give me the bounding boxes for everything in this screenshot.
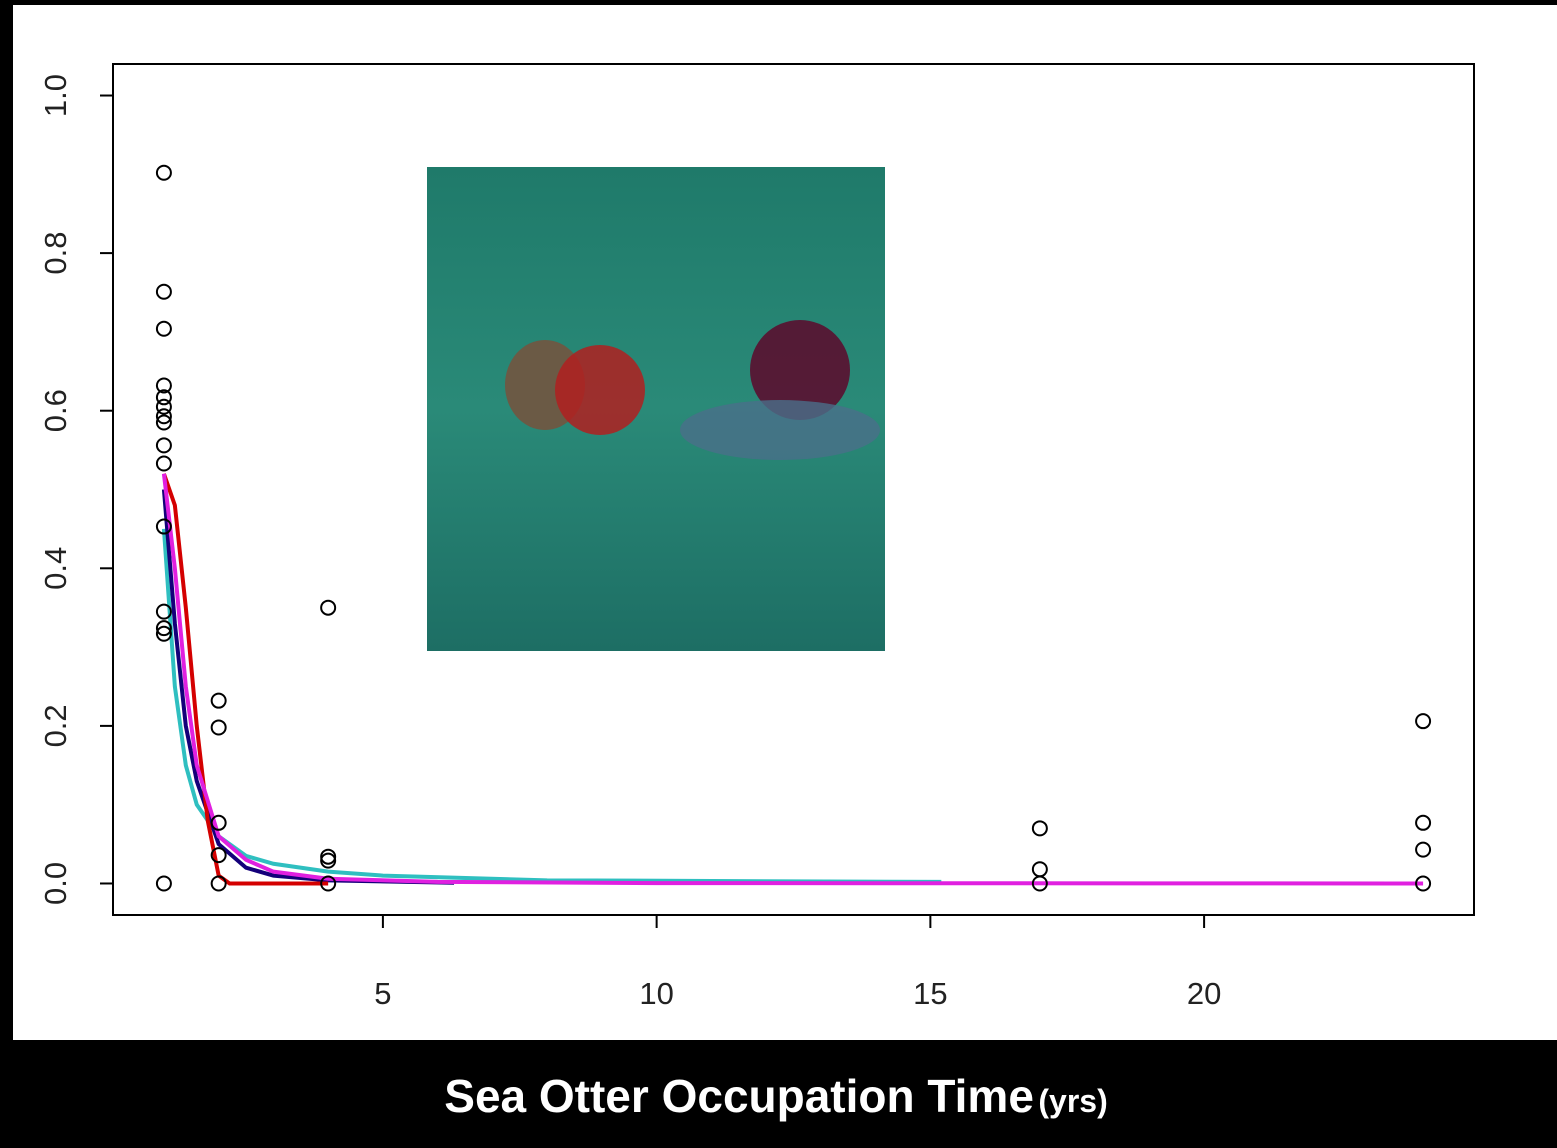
data-point: [210, 847, 227, 864]
data-point: [1031, 875, 1048, 892]
data-point: [1415, 713, 1432, 730]
data-point: [155, 398, 172, 415]
photo-otter-body: [680, 400, 880, 460]
data-point: [155, 320, 172, 337]
photo-urchin: [555, 345, 645, 435]
data-point: [155, 620, 172, 637]
data-point: [155, 625, 172, 642]
data-point: [155, 389, 172, 406]
y-tick-label: 0.0: [38, 862, 73, 905]
x-axis-title: Sea Otter Occupation Time (yrs): [444, 1070, 1107, 1122]
data-point: [210, 814, 227, 831]
data-point: [320, 848, 337, 865]
x-tick-label: 20: [1187, 976, 1221, 1011]
data-point: [155, 603, 172, 620]
y-tick-label: 0.2: [38, 704, 73, 747]
data-point: [155, 283, 172, 300]
data-point: [155, 377, 172, 394]
fit-line: [161, 489, 455, 885]
data-point: [320, 875, 337, 892]
data-point: [155, 408, 172, 425]
y-tick-label: 0.4: [38, 547, 73, 590]
data-point: [320, 599, 337, 616]
data-point: [210, 719, 227, 736]
data-point: [155, 414, 172, 431]
fit-line: [161, 528, 942, 884]
data-point: [320, 852, 337, 869]
data-point: [155, 875, 172, 892]
x-tick-label: 5: [374, 976, 391, 1011]
y-tick-label: 1.0: [38, 74, 73, 117]
data-point: [155, 437, 172, 454]
data-point: [210, 692, 227, 709]
fit-line: [161, 473, 1424, 886]
data-point: [1415, 841, 1432, 858]
x-label: Sea Otter Occupation Time: [444, 1070, 1034, 1122]
fit-line: [162, 473, 329, 886]
x-tick-label: 15: [913, 976, 947, 1011]
data-point: [155, 164, 172, 181]
data-point: [1415, 875, 1432, 892]
photo-urchin: [750, 320, 850, 420]
x-label-unit: (yrs): [1038, 1083, 1107, 1119]
data-point: [155, 455, 172, 472]
data-point: [210, 875, 227, 892]
y-tick-label: 0.8: [38, 232, 73, 275]
photo: [427, 167, 885, 651]
data-point: [155, 518, 172, 535]
x-tick-label: 10: [639, 976, 673, 1011]
data-point: [1415, 814, 1432, 831]
data-point: [1031, 820, 1048, 837]
y-tick-label: 0.6: [38, 389, 73, 432]
